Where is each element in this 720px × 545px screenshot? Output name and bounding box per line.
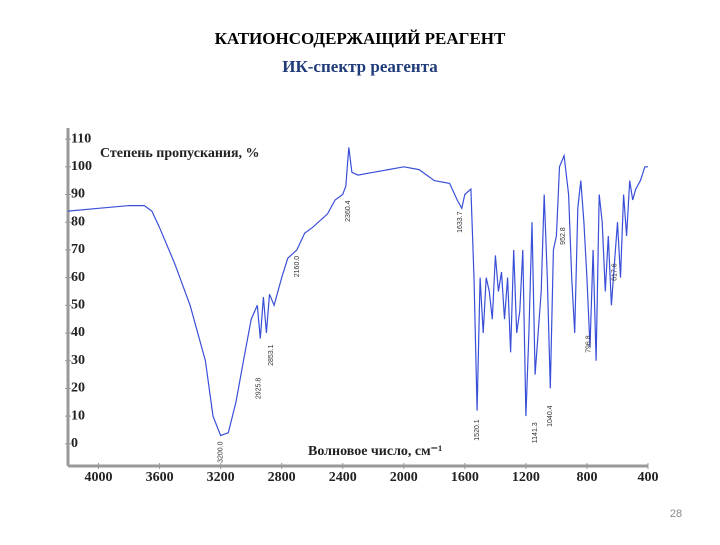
y-tick-label: 60 [71, 270, 85, 285]
peak-label: 3200.0 [217, 441, 224, 463]
page-number: 28 [670, 508, 682, 520]
spectrum-line [67, 147, 648, 437]
y-tick-label: 70 [71, 242, 85, 257]
y-axis-label: Степень пропускания, % [100, 146, 260, 161]
y-tick-label: 50 [71, 298, 85, 313]
peak-label: 1633.7 [457, 211, 464, 233]
y-tick-label: 0 [71, 436, 78, 451]
x-tick-label: 3600 [146, 470, 174, 485]
y-tick-label: 40 [71, 325, 85, 340]
x-tick-label: 1200 [512, 470, 540, 485]
subtitle: ИК-спектр реагента [282, 57, 438, 76]
x-tick-label: 2000 [390, 470, 418, 485]
x-tick-label: 4000 [85, 470, 113, 485]
peak-label: 1520.1 [474, 419, 481, 441]
y-tick-label: 90 [71, 187, 85, 202]
y-tick-label: 80 [71, 214, 85, 229]
peak-label: 952.8 [560, 227, 567, 245]
x-tick-label: 800 [576, 470, 597, 485]
peak-label: 2853.1 [268, 344, 275, 366]
peak-label: 1040.4 [547, 405, 554, 427]
y-tick-label: 100 [71, 159, 92, 174]
x-tick-label: 1600 [451, 470, 479, 485]
y-tick-label: 20 [71, 381, 85, 396]
title: КАТИОНСОДЕРЖАЩИЙ РЕАГЕНТ [215, 29, 506, 48]
y-tick-label: 110 [71, 131, 91, 146]
peak-label: 617.6 [611, 263, 618, 281]
peak-label: 2925.8 [256, 378, 263, 400]
y-tick-label: 30 [71, 353, 85, 368]
x-tick-label: 2800 [268, 470, 296, 485]
x-tick-label: 2400 [329, 470, 357, 485]
x-axis-label: Волновое число, см⁻¹ [308, 444, 442, 459]
peak-label: 2160.0 [294, 256, 301, 278]
peak-label: 796.8 [585, 335, 592, 353]
peak-label: 1141.3 [532, 422, 539, 443]
x-tick-label: 3200 [207, 470, 235, 485]
y-tick-label: 10 [71, 408, 85, 423]
x-tick-label: 400 [638, 470, 659, 485]
peak-label: 2360.4 [345, 200, 352, 222]
